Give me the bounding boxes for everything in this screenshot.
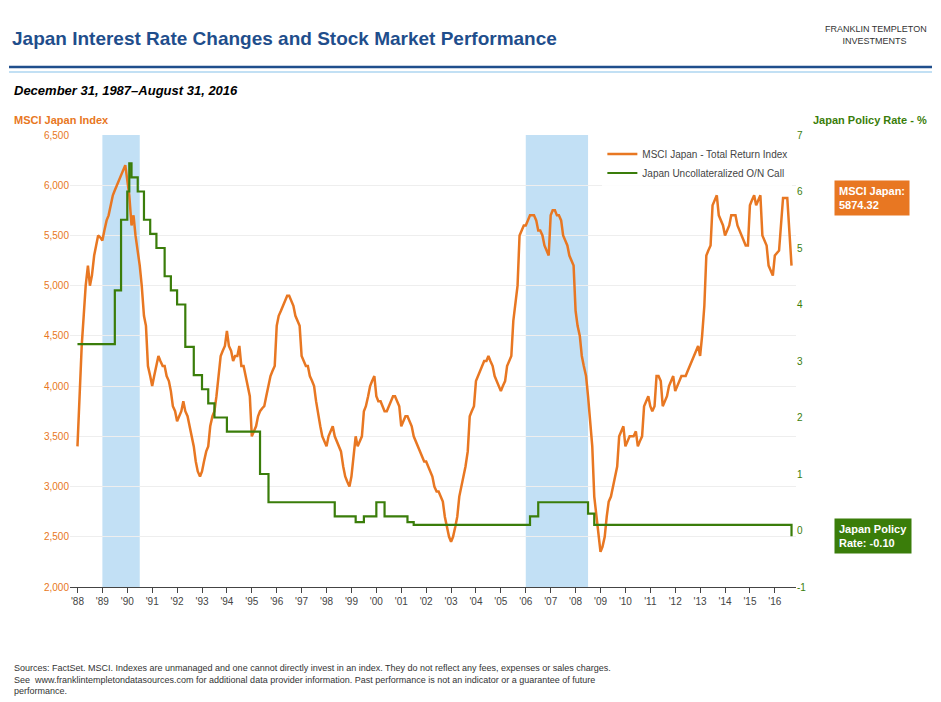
svg-text:'02: '02 bbox=[420, 596, 433, 607]
svg-text:MSCI Japan Index: MSCI Japan Index bbox=[14, 114, 109, 126]
svg-text:'04: '04 bbox=[469, 596, 482, 607]
svg-text:'98: '98 bbox=[320, 596, 333, 607]
svg-text:1: 1 bbox=[797, 469, 803, 480]
svg-text:Sources: FactSet. MSCI. Indexe: Sources: FactSet. MSCI. Indexes are unma… bbox=[14, 663, 611, 696]
svg-text:'92: '92 bbox=[171, 596, 184, 607]
svg-text:'95: '95 bbox=[245, 596, 258, 607]
svg-text:3: 3 bbox=[797, 356, 803, 367]
svg-text:MSCI Japan - Total Return Inde: MSCI Japan - Total Return Index bbox=[642, 149, 787, 160]
svg-text:'96: '96 bbox=[270, 596, 283, 607]
svg-text:December 31, 1987–August 31, 2: December 31, 1987–August 31, 2016 bbox=[14, 83, 238, 98]
svg-text:'05: '05 bbox=[494, 596, 507, 607]
svg-text:'91: '91 bbox=[146, 596, 159, 607]
svg-text:'01: '01 bbox=[395, 596, 408, 607]
svg-text:'10: '10 bbox=[619, 596, 632, 607]
svg-text:5,000: 5,000 bbox=[44, 280, 69, 291]
svg-text:'00: '00 bbox=[370, 596, 383, 607]
svg-text:7: 7 bbox=[797, 130, 803, 141]
svg-text:3,000: 3,000 bbox=[44, 481, 69, 492]
svg-text:2: 2 bbox=[797, 412, 803, 423]
svg-text:Japan Uncollateralized O/N Cal: Japan Uncollateralized O/N Call bbox=[642, 168, 784, 179]
svg-text:5,500: 5,500 bbox=[44, 230, 69, 241]
svg-text:'93: '93 bbox=[195, 596, 208, 607]
svg-text:'06: '06 bbox=[519, 596, 532, 607]
svg-text:2,000: 2,000 bbox=[44, 582, 69, 593]
svg-text:-1: -1 bbox=[797, 582, 806, 593]
svg-text:'16: '16 bbox=[768, 596, 781, 607]
svg-text:4,000: 4,000 bbox=[44, 381, 69, 392]
svg-text:'88: '88 bbox=[71, 596, 84, 607]
svg-text:6,000: 6,000 bbox=[44, 180, 69, 191]
svg-text:'07: '07 bbox=[544, 596, 557, 607]
svg-text:'11: '11 bbox=[644, 596, 657, 607]
svg-text:3,500: 3,500 bbox=[44, 431, 69, 442]
svg-text:Japan Interest Rate Changes an: Japan Interest Rate Changes and Stock Ma… bbox=[12, 28, 557, 49]
svg-text:2,500: 2,500 bbox=[44, 531, 69, 542]
svg-text:0: 0 bbox=[797, 525, 803, 536]
svg-text:'94: '94 bbox=[220, 596, 233, 607]
svg-text:5: 5 bbox=[797, 243, 803, 254]
svg-text:Japan Policy Rate - %: Japan Policy Rate - % bbox=[813, 114, 927, 126]
svg-text:6: 6 bbox=[797, 186, 803, 197]
svg-text:'09: '09 bbox=[594, 596, 607, 607]
svg-text:'90: '90 bbox=[121, 596, 134, 607]
svg-text:'97: '97 bbox=[295, 596, 308, 607]
svg-text:MSCI Japan:5874.32: MSCI Japan:5874.32 bbox=[839, 185, 905, 211]
svg-text:4,500: 4,500 bbox=[44, 330, 69, 341]
svg-text:6,500: 6,500 bbox=[44, 130, 69, 141]
svg-text:'99: '99 bbox=[345, 596, 358, 607]
svg-text:'03: '03 bbox=[445, 596, 458, 607]
svg-text:4: 4 bbox=[797, 299, 803, 310]
svg-text:'89: '89 bbox=[96, 596, 109, 607]
svg-text:Japan PolicyRate: -0.10: Japan PolicyRate: -0.10 bbox=[839, 523, 907, 549]
svg-text:'13: '13 bbox=[694, 596, 707, 607]
svg-text:'15: '15 bbox=[743, 596, 756, 607]
svg-text:'12: '12 bbox=[669, 596, 682, 607]
svg-text:FRANKLIN TEMPLETON INVES: FRANKLIN TEMPLETON INVESTMENTS bbox=[825, 24, 927, 46]
svg-text:'14: '14 bbox=[718, 596, 731, 607]
svg-text:'08: '08 bbox=[569, 596, 582, 607]
